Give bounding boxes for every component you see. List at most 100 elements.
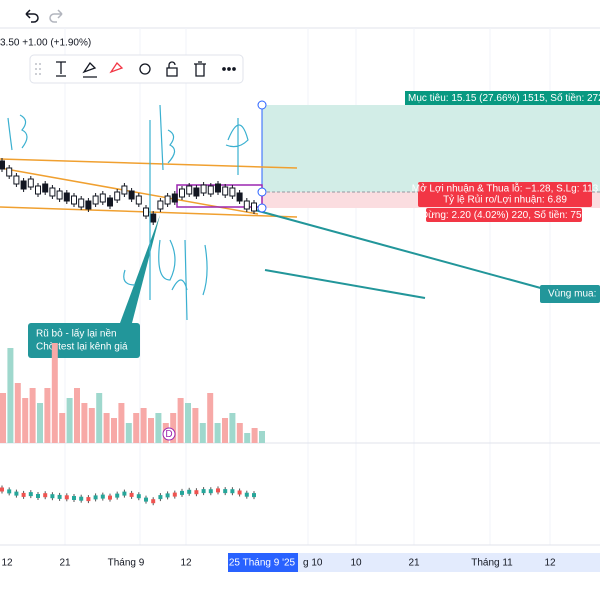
undo[interactable] [25, 9, 39, 23]
volume-bar [222, 418, 228, 443]
rr-label: Tỷ lệ Rủi ro/Lợi nhuận: 6.89 [443, 194, 567, 206]
candle [216, 488, 220, 493]
pnl-label-bg [418, 182, 592, 207]
candle [64, 495, 69, 500]
time-label: Tháng 9 [108, 558, 145, 569]
candle [143, 207, 149, 217]
profit-zone [262, 105, 600, 192]
time-label: 10 [350, 558, 362, 569]
candle [100, 494, 105, 499]
volume-bar [192, 408, 199, 443]
volume-bar [259, 431, 265, 443]
drawing-toolbar [29, 54, 244, 84]
volume-bar [103, 413, 110, 443]
candle [252, 493, 256, 498]
time-label: g 10 [303, 558, 323, 569]
candle [129, 492, 134, 497]
candle [158, 495, 163, 500]
buy-zone-bg [540, 285, 600, 303]
handle[interactable] [257, 187, 267, 197]
volume-bar [96, 393, 103, 443]
volume-bar [185, 403, 191, 443]
candle [121, 185, 128, 195]
volume-bar [111, 418, 117, 443]
stop-label: Dừng: 2.20 (4.02%) 220, Số tiền: 750 [421, 209, 588, 221]
candle [107, 197, 113, 207]
time-label: 12 [1, 558, 13, 569]
candle [72, 496, 76, 500]
candle [164, 195, 171, 205]
delete[interactable] [194, 61, 206, 77]
callout-line: Chờ test lại kênh giá [36, 342, 128, 353]
candle [57, 494, 62, 499]
volume-bar [44, 388, 51, 443]
fill-tool[interactable] [109, 61, 124, 74]
candle [180, 490, 184, 495]
candle [187, 489, 192, 494]
candle [222, 186, 229, 196]
candle [215, 183, 221, 193]
price-header: 3.50 +1.00 (+1.90%) [0, 38, 91, 49]
candle [92, 195, 99, 205]
volume-bar [88, 408, 95, 443]
handle[interactable] [257, 203, 267, 213]
volume-bar [155, 413, 162, 443]
volume-bar [51, 343, 58, 443]
candle [171, 193, 178, 203]
volume-bar [125, 423, 132, 443]
volume-bar [199, 423, 206, 443]
candle [36, 494, 40, 498]
dividend-marker: D [165, 429, 172, 440]
settings[interactable] [139, 63, 151, 75]
volume-bar [81, 403, 88, 443]
redo[interactable] [49, 9, 63, 23]
candle [49, 187, 56, 197]
candle [78, 198, 85, 208]
candle [207, 185, 214, 195]
color-tool[interactable] [82, 61, 97, 78]
candle [236, 192, 243, 202]
time-label: 21 [408, 558, 420, 569]
candle [27, 178, 34, 188]
volume-bar [170, 413, 177, 443]
candle [6, 167, 13, 177]
trend-lines [254, 209, 549, 299]
target-label: Mục tiêu: 15.15 (27.66%) 1515, Số tiền: … [408, 92, 600, 104]
cursor-date-bg [228, 553, 298, 572]
candle [165, 493, 170, 498]
candle [128, 190, 135, 200]
candle [50, 494, 55, 499]
volume [0, 343, 265, 443]
candle [208, 489, 213, 494]
candle [150, 213, 157, 223]
candle [135, 195, 142, 205]
lock[interactable] [166, 61, 178, 77]
indicator-candles [0, 485, 256, 506]
volume-bar [148, 418, 154, 443]
buy-zone: Vùng mua: [548, 289, 596, 300]
target-label-bg [405, 91, 600, 105]
volume-bar [229, 413, 236, 443]
callout-line: Rũ bỏ - lấy lại nền [36, 328, 117, 340]
volume-bar [118, 403, 125, 443]
text-tool[interactable] [56, 61, 66, 77]
candle [93, 495, 98, 500]
volume-bar [14, 383, 21, 443]
dividend-icon[interactable] [162, 427, 176, 441]
candle [243, 200, 250, 210]
volume-bar [37, 403, 43, 443]
candle [179, 188, 185, 198]
candles [0, 158, 257, 225]
candle [0, 487, 4, 492]
candle [136, 494, 141, 499]
time-axis: 12 21 Tháng 9 12 25 Tháng 9 '25 g 10 10 21 Tháng… [1, 558, 556, 569]
candle [157, 200, 164, 210]
candle [21, 492, 26, 497]
candle [223, 489, 228, 494]
handle[interactable] [257, 100, 267, 110]
volume-bar [66, 398, 73, 443]
pnl-label: Mở Lợi nhuận & Thua lỗ: −1.28, S.Lg: 113 [412, 182, 599, 195]
candle [63, 192, 70, 202]
time-label: 12 [544, 558, 556, 569]
